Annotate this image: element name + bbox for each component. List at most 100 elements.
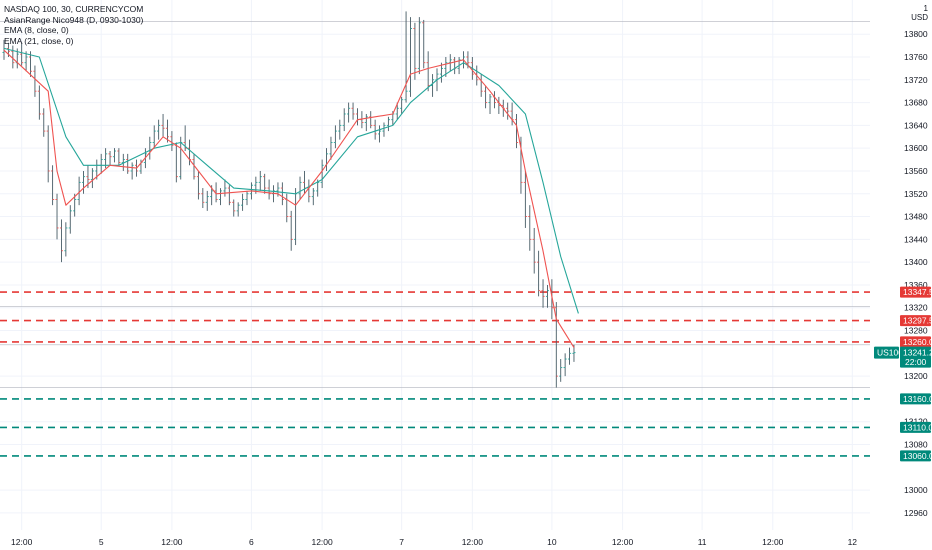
- candle: [488, 94, 492, 114]
- candle: [307, 179, 311, 203]
- candle: [46, 125, 50, 183]
- currency-label[interactable]: 1 USD: [911, 4, 928, 22]
- last-price-tag: [900, 346, 931, 368]
- price-tick-label: 13560: [904, 166, 928, 176]
- level-tag-label: 13297.5: [903, 316, 932, 326]
- candle: [236, 202, 240, 217]
- candle: [422, 19, 426, 69]
- candle: [311, 188, 315, 206]
- time-tick-label: 12:00: [462, 537, 484, 547]
- candle: [285, 193, 289, 223]
- candle: [395, 102, 399, 120]
- candle: [121, 153, 125, 171]
- candle: [112, 148, 117, 163]
- price-tick-label: 12960: [904, 508, 928, 518]
- candle: [170, 131, 174, 152]
- candle: [355, 108, 360, 126]
- thin-levels: [0, 21, 870, 388]
- candle: [492, 91, 496, 109]
- price-tick-label: 13520: [904, 189, 928, 199]
- candle: [214, 182, 218, 203]
- candle: [241, 193, 245, 211]
- currency-text: USD: [911, 13, 928, 22]
- candle: [51, 165, 55, 206]
- candle: [479, 74, 483, 97]
- candle: [382, 122, 386, 137]
- candle: [537, 250, 541, 297]
- price-tick-label: 13000: [904, 485, 928, 495]
- candle: [68, 205, 72, 234]
- candle: [20, 42, 24, 66]
- indicator-asianrange[interactable]: AsianRange Nico948 (D, 0930-1030): [4, 14, 144, 25]
- level-tag: [900, 450, 931, 462]
- time-tick-label: 5: [99, 537, 104, 547]
- candle: [267, 179, 271, 200]
- candle: [157, 119, 161, 140]
- candle: [33, 65, 37, 97]
- candle: [572, 344, 576, 362]
- candle: [232, 199, 236, 217]
- candle: [201, 188, 205, 209]
- candle: [223, 179, 227, 197]
- candle: [378, 125, 382, 143]
- indicator-ema8[interactable]: EMA (8, close, 0): [4, 25, 69, 36]
- candle: [108, 151, 112, 166]
- candle: [165, 119, 170, 143]
- price-tick-label: 13600: [904, 143, 928, 153]
- level-tag: [900, 336, 931, 348]
- candle: [117, 148, 121, 166]
- candle: [11, 45, 15, 69]
- candle: [90, 168, 94, 189]
- candle: [408, 17, 413, 97]
- candle: [28, 51, 33, 77]
- symbol-tag: [874, 346, 899, 359]
- price-axis: 13800 13760 13720 13680 13640 13600 13560 13520…: [872, 0, 932, 550]
- symbol-tag-label: US100: [877, 348, 903, 358]
- symbol-title[interactable]: NASDAQ 100, 30, CURRENCYCOM: [4, 4, 144, 14]
- indicator-ema21[interactable]: EMA (21, close, 0): [4, 35, 74, 46]
- candle: [386, 116, 390, 132]
- candle: [152, 125, 156, 149]
- time-tick-label: 10: [547, 537, 557, 547]
- price-tick-label: 13280: [904, 326, 928, 336]
- ema8-line: [3, 49, 575, 348]
- candle: [347, 102, 351, 123]
- candle: [431, 74, 435, 97]
- candle: [77, 176, 81, 206]
- level-tag-label: 13060.0: [903, 451, 932, 461]
- candle: [528, 205, 532, 251]
- candle: [484, 85, 488, 109]
- level-tag: [900, 315, 931, 327]
- price-tick-label: 13800: [904, 29, 928, 39]
- candle: [289, 210, 293, 251]
- candle: [342, 108, 346, 132]
- candle: [329, 136, 333, 160]
- candle: [373, 119, 377, 140]
- candle: [338, 119, 342, 140]
- candle: [514, 113, 519, 149]
- candle: [64, 222, 68, 257]
- price-tick-label: 13760: [904, 52, 928, 62]
- horizontal-levels: [0, 291, 870, 457]
- time-tick-label: 12: [848, 537, 858, 547]
- candle: [161, 113, 165, 137]
- candle: [37, 85, 41, 120]
- candle: [192, 153, 196, 180]
- time-tick-label: 6: [249, 537, 254, 547]
- time-tick-label: 12:00: [11, 537, 33, 547]
- candle: [245, 190, 249, 206]
- price-tick-label: 13480: [904, 212, 928, 222]
- candle: [369, 111, 373, 129]
- grid-layer: [0, 0, 870, 530]
- candle: [497, 96, 501, 114]
- time-tick-label: 12:00: [612, 537, 634, 547]
- candle: [400, 96, 404, 114]
- candle: [42, 108, 46, 137]
- candle: [324, 148, 329, 171]
- candle: [364, 113, 368, 132]
- candle: [81, 170, 86, 194]
- price-tick-label: 13320: [904, 303, 928, 313]
- time-tick-label: 7: [399, 537, 404, 547]
- time-tick-label: 12:00: [762, 537, 784, 547]
